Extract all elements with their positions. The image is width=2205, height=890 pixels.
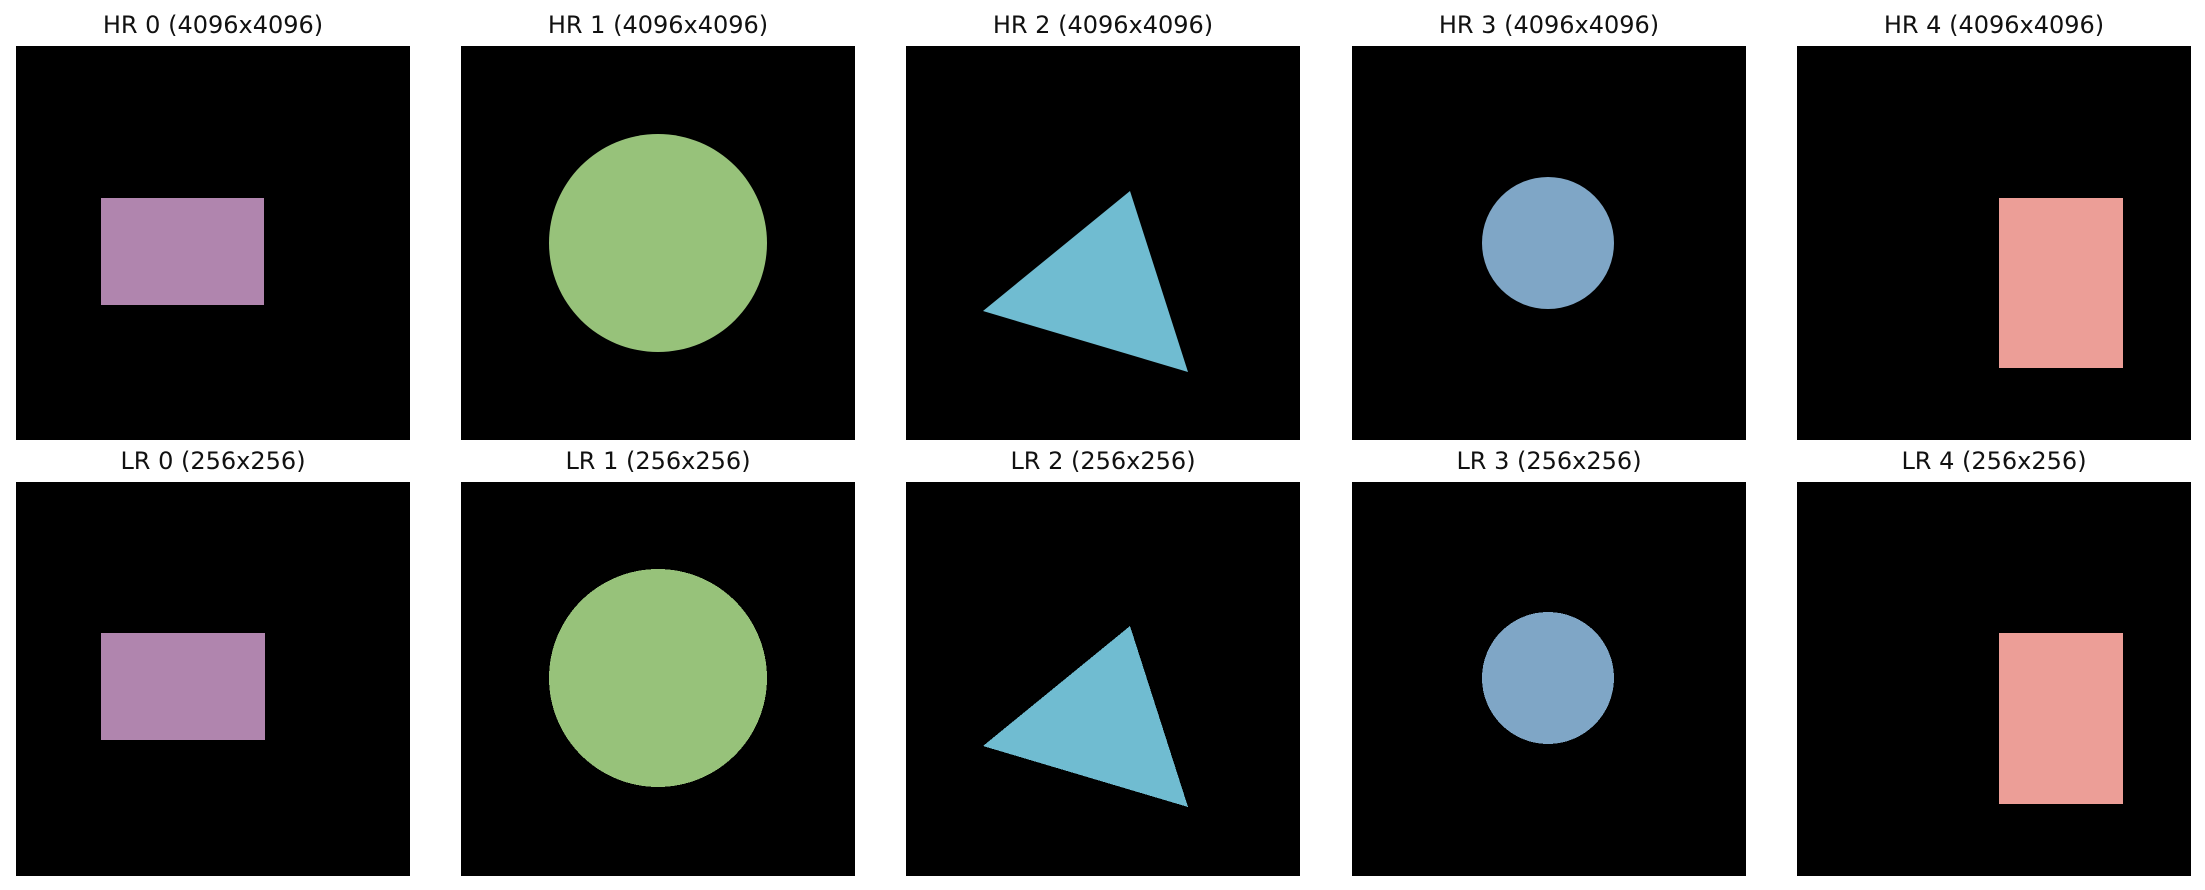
panel-hr-2 bbox=[906, 46, 1300, 440]
image-hr-3 bbox=[1482, 177, 1614, 309]
panel-lr-0 bbox=[16, 482, 410, 876]
image-hr-2 bbox=[983, 191, 1188, 372]
panel-lr-3 bbox=[1352, 482, 1746, 876]
panel-title-hr-0: HR 0 (4096x4096) bbox=[102, 11, 324, 39]
panel-hr-4 bbox=[1797, 46, 2191, 440]
circle-shape bbox=[549, 134, 767, 352]
image-lr-0 bbox=[101, 633, 265, 740]
rectangle-shape bbox=[101, 633, 265, 740]
panel-title-lr-2: LR 2 (256x256) bbox=[1010, 447, 1196, 475]
panel-hr-0 bbox=[16, 46, 410, 440]
triangle-shape bbox=[983, 191, 1188, 372]
image-hr-1 bbox=[549, 134, 767, 352]
panel-title-lr-3: LR 3 (256x256) bbox=[1456, 447, 1642, 475]
circle-shape bbox=[1482, 612, 1614, 744]
panel-lr-1 bbox=[461, 482, 855, 876]
image-lr-3 bbox=[1482, 612, 1614, 744]
image-lr-1 bbox=[549, 569, 767, 787]
panel-title-hr-3: HR 3 (4096x4096) bbox=[1438, 11, 1660, 39]
triangle-shape bbox=[983, 626, 1188, 807]
panel-hr-1 bbox=[461, 46, 855, 440]
rectangle-shape bbox=[1999, 633, 2123, 804]
panel-lr-2 bbox=[906, 482, 1300, 876]
image-hr-4 bbox=[1999, 198, 2123, 368]
circle-shape bbox=[549, 569, 767, 787]
panel-title-lr-4: LR 4 (256x256) bbox=[1901, 447, 2087, 475]
panel-title-hr-4: HR 4 (4096x4096) bbox=[1883, 11, 2105, 39]
image-lr-2 bbox=[983, 626, 1188, 807]
image-hr-0 bbox=[101, 198, 264, 305]
panel-title-hr-2: HR 2 (4096x4096) bbox=[992, 11, 1214, 39]
rectangle-shape bbox=[1999, 198, 2123, 368]
panel-title-lr-0: LR 0 (256x256) bbox=[120, 447, 306, 475]
panel-title-hr-1: HR 1 (4096x4096) bbox=[547, 11, 769, 39]
panel-title-lr-1: LR 1 (256x256) bbox=[565, 447, 751, 475]
panel-lr-4 bbox=[1797, 482, 2191, 876]
rectangle-shape bbox=[101, 198, 264, 305]
image-lr-4 bbox=[1999, 633, 2123, 804]
circle-shape bbox=[1482, 177, 1614, 309]
panel-hr-3 bbox=[1352, 46, 1746, 440]
